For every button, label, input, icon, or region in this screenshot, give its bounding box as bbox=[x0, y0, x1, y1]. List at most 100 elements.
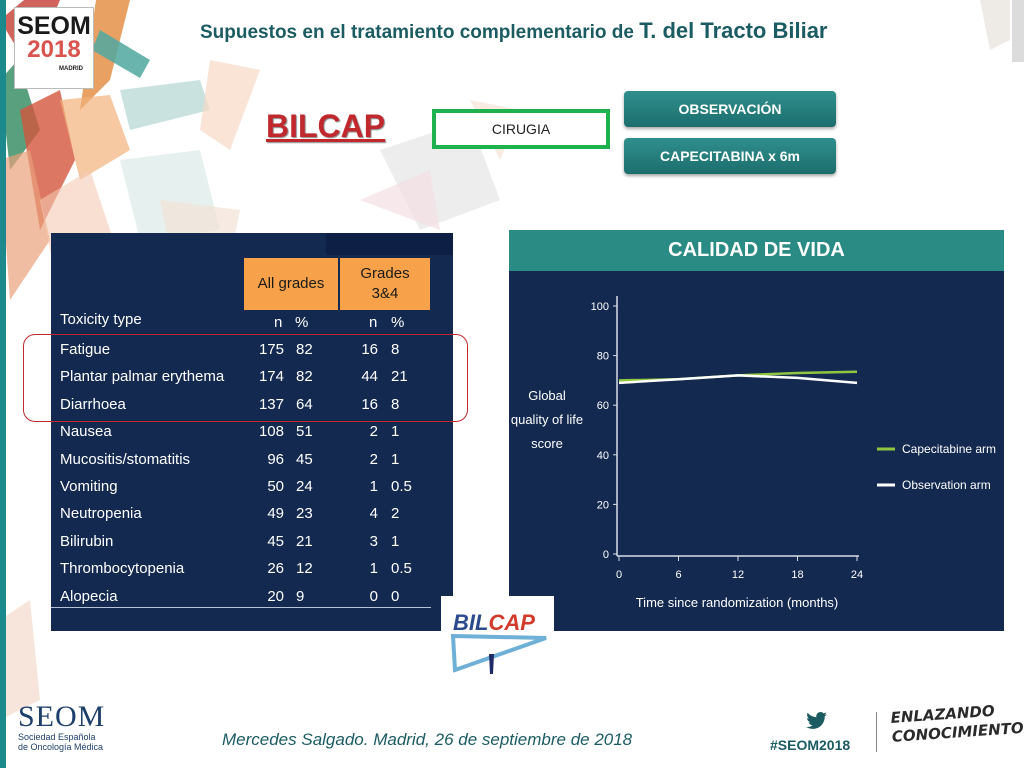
cell-grades-3-4-n: 16 bbox=[361, 341, 378, 358]
cell-all-grades-pct: 9 bbox=[296, 587, 305, 605]
logo-brand: SEOM bbox=[17, 12, 91, 40]
bilcap-logo-part1: BIL bbox=[453, 610, 489, 635]
cell-grades-3-4-n: 2 bbox=[369, 423, 378, 441]
x-tick-label: 24 bbox=[851, 569, 863, 581]
cell-all-grades-n: 26 bbox=[267, 560, 284, 578]
footer-society-name: Sociedad Española de Oncología Médica bbox=[18, 732, 103, 752]
cell-all-grades-pct: 82 bbox=[296, 368, 313, 386]
bilcap-logo: BILCAP bbox=[441, 596, 554, 680]
cell-grades-3-4-pct: 0.5 bbox=[391, 560, 412, 578]
slide-title-part1: Supuestos en el tratamiento complementar… bbox=[200, 22, 640, 43]
bilcap-logo-part2: CAP bbox=[488, 610, 535, 635]
toxicity-table: All grades Grades 3&4 Toxicity type n % n… bbox=[51, 233, 453, 631]
series-line bbox=[618, 374, 858, 385]
y-tick-label: 100 bbox=[591, 301, 609, 313]
cell-all-grades-pct: 21 bbox=[296, 532, 313, 550]
cell-grades-3-4-n: 3 bbox=[369, 532, 378, 550]
x-tick-label: 18 bbox=[791, 569, 803, 581]
cell-toxicity-type: Diarrhoea bbox=[60, 395, 126, 413]
y-tick-label: 40 bbox=[597, 450, 609, 462]
cell-toxicity-type: Thrombocytopenia bbox=[60, 560, 185, 578]
y-axis-label-line1: Global bbox=[528, 388, 566, 403]
column-label: Toxicity type bbox=[60, 311, 142, 328]
footer-society-line1: Sociedad Española bbox=[18, 732, 96, 742]
cell-grades-3-4-n: 1 bbox=[369, 560, 378, 578]
cell-toxicity-type: Alopecia bbox=[60, 587, 118, 605]
cell-toxicity-type: Vomiting bbox=[60, 478, 118, 495]
y-axis-label-line3: score bbox=[531, 436, 563, 451]
cell-grades-3-4-pct: 0.5 bbox=[391, 478, 412, 495]
cell-all-grades-n: 49 bbox=[267, 505, 284, 523]
cell-grades-3-4-pct: 1 bbox=[391, 423, 400, 441]
cell-all-grades-pct: 24 bbox=[296, 478, 313, 495]
cell-grades-3-4-pct: 2 bbox=[391, 505, 400, 523]
cell-grades-3-4-n: 0 bbox=[369, 587, 378, 605]
cell-toxicity-type: Nausea bbox=[60, 423, 112, 441]
cell-toxicity-type: Plantar palmar erythema bbox=[60, 368, 225, 386]
table-header-cap bbox=[326, 233, 453, 255]
y-tick-label: 20 bbox=[597, 499, 609, 511]
x-tick-label: 0 bbox=[616, 569, 622, 581]
footer-divider bbox=[876, 712, 877, 752]
x-tick-label: 12 bbox=[732, 569, 744, 581]
cell-all-grades-n: 108 bbox=[258, 423, 284, 441]
cell-toxicity-type: Neutropenia bbox=[60, 505, 142, 523]
cell-grades-3-4-n: 1 bbox=[369, 478, 378, 495]
cell-toxicity-type: Bilirubin bbox=[60, 532, 114, 550]
header-grades-3-4-line1: Grades bbox=[360, 265, 410, 282]
qol-line-chart: 0 20 40 60 80 100 0 6 12 18 24 Capecitabine arm Ob… bbox=[511, 296, 996, 610]
quality-of-life-panel: CALIDAD DE VIDA 0 20 40 60 80 100 0 6 12 18 24 Ca… bbox=[509, 230, 1004, 631]
cell-grades-3-4-pct: 21 bbox=[391, 368, 408, 386]
y-tick-label: 80 bbox=[597, 351, 609, 363]
header-all-grades: All grades bbox=[244, 258, 338, 310]
legend-label: Observation arm bbox=[902, 478, 991, 492]
cell-grades-3-4-n: 44 bbox=[361, 368, 378, 386]
seom-2018-logo: SEOM 2018 MADRID bbox=[14, 7, 94, 89]
subheader-all-n: n bbox=[274, 314, 283, 331]
highlight-frame bbox=[23, 334, 468, 422]
cell-all-grades-pct: 82 bbox=[296, 341, 313, 358]
capecitabine-arm-box: CAPECITABINA x 6m bbox=[624, 138, 836, 174]
cell-all-grades-n: 137 bbox=[258, 395, 284, 413]
qol-panel-title: CALIDAD DE VIDA bbox=[509, 230, 1004, 271]
footer-hashtag: #SEOM2018 bbox=[770, 737, 851, 753]
cell-grades-3-4-n: 4 bbox=[369, 505, 378, 523]
y-tick-label: 0 bbox=[603, 549, 609, 561]
footer-credit: Mercedes Salgado. Madrid, 26 de septiemb… bbox=[222, 730, 633, 749]
cell-all-grades-n: 174 bbox=[258, 368, 284, 386]
cell-all-grades-n: 45 bbox=[267, 532, 284, 550]
y-tick-label: 60 bbox=[597, 400, 609, 412]
cell-all-grades-pct: 64 bbox=[296, 395, 313, 413]
subheader-g34-n: n bbox=[369, 314, 378, 331]
cell-all-grades-pct: 12 bbox=[296, 560, 313, 578]
cell-grades-3-4-pct: 1 bbox=[391, 450, 400, 468]
x-tick-label: 6 bbox=[675, 569, 681, 581]
cell-grades-3-4-n: 16 bbox=[361, 395, 378, 413]
left-accent-bar bbox=[0, 0, 6, 768]
cell-grades-3-4-pct: 0 bbox=[391, 587, 400, 605]
cell-toxicity-type: Mucositis/stomatitis bbox=[60, 450, 191, 468]
x-axis-label: Time since randomization (months) bbox=[636, 595, 839, 610]
observation-arm-box: OBSERVACIÓN bbox=[624, 91, 836, 127]
header-grades-3-4: Grades 3&4 bbox=[338, 258, 430, 310]
twitter-icon bbox=[806, 712, 827, 729]
header-grades-3-4-line2: 3&4 bbox=[371, 285, 399, 302]
bilcap-logo-mark bbox=[450, 633, 547, 674]
cell-all-grades-n: 20 bbox=[267, 587, 284, 605]
logo-year: 2018 bbox=[27, 36, 81, 63]
cell-toxicity-type: Fatigue bbox=[60, 341, 111, 358]
y-axis-label-line2: quality of life bbox=[511, 412, 583, 427]
subheader-all-pct: % bbox=[295, 314, 309, 331]
footer-society-line2: de Oncología Médica bbox=[18, 742, 104, 752]
cell-all-grades-n: 50 bbox=[267, 478, 284, 495]
cell-grades-3-4-pct: 8 bbox=[391, 341, 400, 358]
cell-grades-3-4-pct: 8 bbox=[391, 395, 400, 413]
slide-title-part2: T. del Tracto Biliar bbox=[639, 18, 828, 43]
cell-all-grades-n: 96 bbox=[267, 450, 284, 468]
right-accent-strip bbox=[1012, 0, 1024, 62]
cell-all-grades-pct: 51 bbox=[296, 423, 313, 441]
cell-grades-3-4-n: 2 bbox=[369, 450, 378, 468]
legend-label: Capecitabine arm bbox=[902, 442, 996, 456]
cell-all-grades-n: 175 bbox=[258, 341, 284, 358]
logo-city: MADRID bbox=[59, 66, 83, 72]
